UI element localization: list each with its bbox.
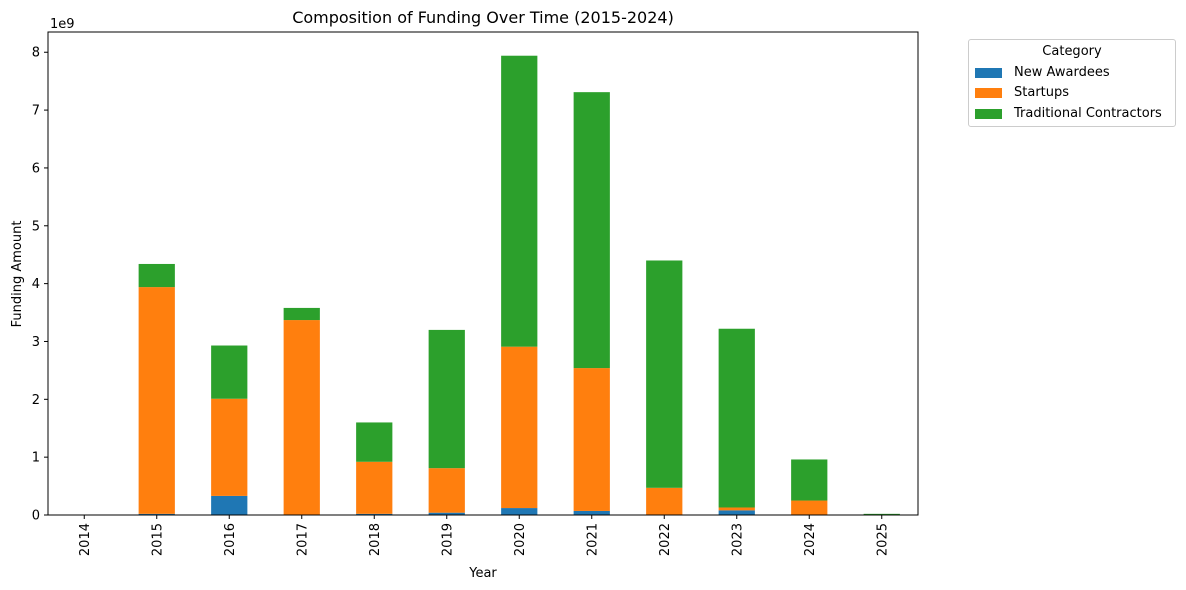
y-tick-label-1: 1 bbox=[32, 451, 40, 466]
legend-label-startups: Startups bbox=[1014, 85, 1070, 100]
bar-traditional-contractors-2025 bbox=[863, 513, 900, 515]
y-tick-label-2: 2 bbox=[32, 393, 40, 408]
y-tick-label-0: 0 bbox=[32, 509, 40, 524]
bar-startups-2023 bbox=[718, 507, 755, 511]
x-tick-label-2020: 2020 bbox=[513, 523, 528, 556]
y-tick-label-6: 6 bbox=[32, 161, 40, 176]
bar-startups-2020 bbox=[501, 346, 538, 509]
bar-startups-2017 bbox=[283, 320, 320, 515]
bar-traditional-contractors-2017 bbox=[283, 307, 320, 321]
bar-startups-2016 bbox=[211, 398, 248, 496]
x-tick-label-2018: 2018 bbox=[368, 523, 383, 556]
legend-label-traditional-contractors: Traditional Contractors bbox=[1014, 106, 1162, 121]
bar-startups-2019 bbox=[428, 468, 465, 513]
legend: Category New Awardees Startups Tradition… bbox=[968, 39, 1176, 127]
bar-new-awardees-2021 bbox=[573, 510, 610, 515]
y-tick-label-4: 4 bbox=[32, 277, 40, 292]
bar-new-awardees-2023 bbox=[718, 510, 755, 515]
bars-group bbox=[138, 55, 900, 515]
bar-traditional-contractors-2016 bbox=[211, 345, 248, 399]
bar-traditional-contractors-2022 bbox=[646, 260, 683, 488]
legend-swatch-new-awardees bbox=[975, 68, 1002, 78]
x-axis-label: Year bbox=[468, 566, 497, 581]
y-axis-offset-label: 1e9 bbox=[50, 17, 75, 32]
bar-traditional-contractors-2019 bbox=[428, 329, 465, 469]
legend-label-new-awardees: New Awardees bbox=[1014, 65, 1110, 80]
legend-swatch-startups bbox=[975, 88, 1002, 98]
bar-new-awardees-2018 bbox=[356, 513, 393, 515]
legend-title: Category bbox=[1042, 44, 1102, 59]
x-tick-label-2015: 2015 bbox=[150, 523, 165, 556]
y-tick-label-7: 7 bbox=[32, 104, 40, 119]
y-tick-label-3: 3 bbox=[32, 335, 40, 350]
plot-frame bbox=[47, 31, 919, 516]
bar-startups-2018 bbox=[356, 461, 393, 514]
x-tick-label-2024: 2024 bbox=[803, 523, 818, 556]
y-tick-label-5: 5 bbox=[32, 219, 40, 234]
y-axis-label: Funding Amount bbox=[10, 221, 25, 328]
bar-new-awardees-2015 bbox=[138, 513, 175, 515]
bar-startups-2021 bbox=[573, 368, 610, 511]
bar-startups-2015 bbox=[138, 287, 175, 514]
bar-new-awardees-2016 bbox=[211, 495, 248, 515]
legend-swatch-traditional-contractors bbox=[975, 109, 1002, 119]
x-tick-label-2019: 2019 bbox=[440, 523, 455, 556]
bar-traditional-contractors-2018 bbox=[356, 422, 393, 462]
bar-new-awardees-2019 bbox=[428, 512, 465, 515]
bar-traditional-contractors-2021 bbox=[573, 92, 610, 369]
bar-new-awardees-2020 bbox=[501, 508, 538, 515]
bar-startups-2024 bbox=[791, 500, 828, 515]
y-tick-label-8: 8 bbox=[32, 46, 40, 61]
x-tick-label-2023: 2023 bbox=[730, 523, 745, 556]
x-tick-label-2021: 2021 bbox=[585, 523, 600, 556]
x-tick-label-2017: 2017 bbox=[295, 523, 310, 556]
x-tick-label-2014: 2014 bbox=[78, 523, 93, 556]
chart-title: Composition of Funding Over Time (2015-2… bbox=[292, 8, 674, 27]
bar-traditional-contractors-2020 bbox=[501, 55, 538, 347]
bar-startups-2022 bbox=[646, 487, 683, 515]
x-tick-label-2016: 2016 bbox=[223, 523, 238, 556]
bar-traditional-contractors-2015 bbox=[138, 263, 175, 288]
axes-group: 0 1 2 3 4 5 6 7 8 2014 2015 2016 2017 2018 2019 2020 202… bbox=[32, 31, 919, 556]
bar-traditional-contractors-2023 bbox=[718, 328, 755, 508]
x-tick-label-2025: 2025 bbox=[875, 523, 890, 556]
x-tick-label-2022: 2022 bbox=[658, 523, 673, 556]
bar-traditional-contractors-2024 bbox=[791, 459, 828, 501]
